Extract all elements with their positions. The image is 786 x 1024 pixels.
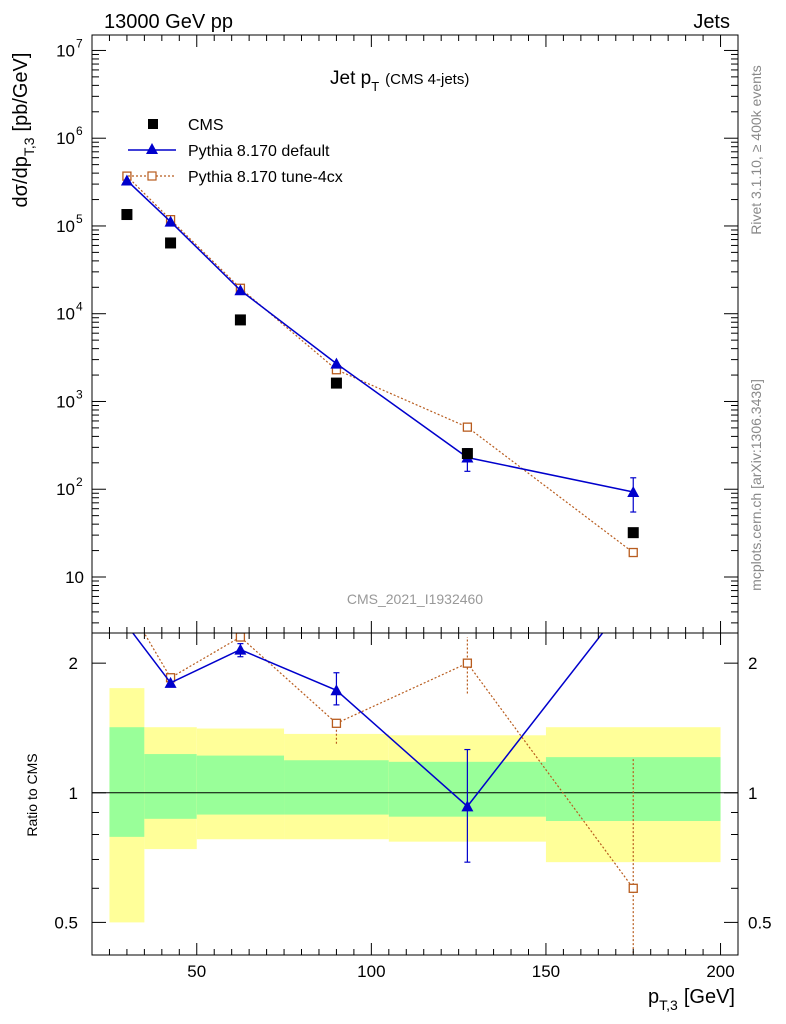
cms-point	[330, 377, 342, 389]
main-plot-marks	[120, 171, 640, 558]
ratio-default-point	[330, 684, 343, 696]
ratio-tune4cx-point	[123, 600, 131, 608]
legend-marker-cms	[148, 119, 158, 129]
main-y-axis-label-unit: [pb/GeV]	[10, 53, 32, 132]
ratio-y-tick-label: 2	[69, 654, 78, 673]
ratio-default-point	[234, 643, 247, 655]
default-point	[234, 284, 247, 296]
legend-label-cms: CMS	[188, 117, 224, 134]
plot-title-sub: T	[371, 79, 379, 94]
ratio-default-point	[164, 676, 177, 688]
main-y-axis-label-sub: T,3	[21, 137, 37, 156]
cms-point	[627, 527, 639, 539]
band-inner	[144, 754, 197, 819]
main-y-tick-exponent: 2	[76, 475, 83, 489]
ratio-tune4cx-point	[628, 883, 638, 893]
default-point	[330, 357, 343, 369]
ratio-y-tick-label: 1	[69, 784, 78, 803]
plot-title-extra: (CMS 4-jets)	[385, 71, 469, 88]
x-tick-label: 200	[706, 962, 734, 981]
ratio-plot-marks	[92, 588, 738, 955]
ratio-tune4cx-point	[462, 658, 473, 668]
ratio-default-line	[131, 633, 604, 808]
header-jets: Jets	[693, 11, 730, 33]
legend-marker-default	[146, 143, 158, 154]
main-y-tick-label: 10	[56, 305, 75, 324]
legend: CMS Pythia 8.170 default Pythia 8.170 tu…	[128, 117, 343, 186]
main-y-tick-label: 10	[56, 392, 75, 411]
main-y-tick-exponent: 6	[76, 124, 83, 138]
band-inner	[109, 727, 145, 837]
main-y-axis-label-main: dσ/dp	[10, 156, 32, 207]
main-y-tick-exponent: 3	[76, 387, 83, 401]
default-point	[627, 485, 640, 497]
x-tick-label: 50	[187, 962, 206, 981]
ratio-tune4cx-point	[235, 633, 246, 642]
ratio-y-tick-label-right: 1	[748, 784, 757, 803]
cms-point	[121, 209, 133, 221]
default-line	[126, 179, 634, 493]
mcplots-label: mcplots.cern.ch [arXiv:1306.3436]	[748, 379, 764, 591]
ratio-y-axis-label: Ratio to CMS	[24, 753, 40, 836]
header-energy: 13000 GeV pp	[104, 11, 233, 33]
ratio-y-tick-label: 0.5	[54, 913, 78, 932]
ratio-y-tick-label-right: 2	[748, 654, 757, 673]
x-axis-label-sub: T,3	[659, 997, 678, 1013]
x-tick-label: 100	[357, 962, 385, 981]
band-inner	[196, 755, 285, 815]
ratio-default-point	[627, 588, 639, 599]
ratio-plot-frame	[91, 632, 739, 956]
default-point	[164, 215, 177, 227]
main-y-tick-label: 10	[65, 568, 84, 587]
default-point	[120, 174, 133, 186]
x-axis-label-unit: [GeV]	[684, 986, 735, 1008]
main-y-tick-exponent: 4	[76, 300, 83, 314]
main-y-tick-label: 10	[56, 217, 75, 236]
main-y-axis-label: dσ/dpT,3 [pb/GeV]	[10, 53, 37, 208]
ratio-y-tick-label-right: 0.5	[748, 913, 772, 932]
x-axis-label: pT,3 [GeV]	[648, 986, 735, 1013]
ratio-tune4cx-point	[331, 718, 342, 728]
cms-point	[234, 314, 246, 326]
ratio-default-point	[461, 800, 474, 812]
ratio-uncertainty-bands	[109, 688, 721, 923]
main-y-tick-label: 10	[56, 480, 75, 499]
cms-point	[461, 448, 473, 460]
plot-title: Jet pT (CMS 4-jets)	[330, 68, 469, 94]
x-axis-label-main: p	[648, 986, 659, 1008]
legend-marker-tune4cx	[147, 171, 157, 181]
analysis-watermark: CMS_2021_I1932460	[347, 591, 483, 607]
rivet-version-label: Rivet 3.1.10, ≥ 400k events	[748, 65, 764, 235]
main-y-tick-exponent: 5	[76, 212, 83, 226]
main-y-tick-exponent: 7	[76, 36, 83, 50]
legend-label-tune4cx: Pythia 8.170 tune-4cx	[188, 169, 343, 186]
plot-title-main: Jet p	[330, 68, 371, 89]
cms-point	[165, 237, 177, 249]
legend-label-default: Pythia 8.170 default	[188, 143, 330, 160]
tune4cx-point	[462, 422, 473, 432]
tune4cx-point	[628, 547, 638, 558]
main-y-tick-label: 10	[56, 129, 75, 148]
band-inner	[284, 760, 389, 815]
tune4cx-line	[126, 175, 634, 554]
main-y-tick-label: 10	[56, 41, 75, 60]
x-tick-label: 150	[532, 962, 560, 981]
